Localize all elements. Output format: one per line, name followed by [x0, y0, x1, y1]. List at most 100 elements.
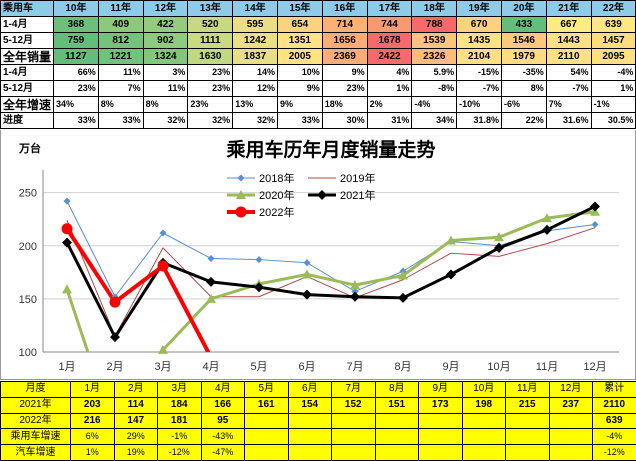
y-tick-label: 150 — [19, 294, 37, 306]
table-cell: 1% — [591, 81, 636, 97]
table-cell: -4% — [412, 97, 457, 113]
data-point — [62, 284, 72, 293]
month-header: 4月 — [201, 382, 245, 398]
table-cell: 31.8% — [457, 113, 502, 129]
table-cell: 1435 — [457, 33, 502, 49]
table-cell: -8% — [412, 81, 457, 97]
month-header: 7月 — [332, 382, 376, 398]
table-cell: 744 — [367, 17, 412, 33]
table-cell: 5.9% — [412, 65, 457, 81]
table-cell: 2369 — [322, 49, 367, 65]
table-cell: 409 — [98, 17, 143, 33]
table-cell: 1351 — [277, 33, 322, 49]
year-header: 10年 — [54, 1, 99, 17]
table-cell: -15% — [457, 65, 502, 81]
table-cell: 9% — [322, 65, 367, 81]
table-cell: -4% — [591, 65, 636, 81]
table-cell: 8% — [98, 97, 143, 113]
table-cell: 30% — [322, 113, 367, 129]
x-tick-label: 4月 — [202, 361, 219, 373]
table-cell: 639 — [593, 413, 636, 429]
table-cell: 2110 — [546, 49, 591, 65]
table-cell: -1% — [158, 429, 202, 445]
table-cell: 2104 — [457, 49, 502, 65]
month-header: 12月 — [549, 382, 593, 398]
x-tick-label: 12月 — [583, 361, 606, 373]
table-cell: 812 — [98, 33, 143, 49]
legend-label: 2018年 — [259, 171, 294, 185]
row-label: 汽车增速 — [1, 445, 71, 461]
table-cell: 1443 — [546, 33, 591, 49]
series-line — [67, 229, 211, 358]
table-cell: 29% — [114, 429, 158, 445]
month-header: 11月 — [506, 382, 550, 398]
table-cell: 32% — [188, 113, 233, 129]
header-corner: 乘用车 — [1, 1, 54, 17]
table-cell: -7% — [546, 81, 591, 97]
table-cell: 9% — [277, 81, 322, 97]
legend-label: 2019年 — [340, 171, 375, 185]
table-cell: 670 — [457, 17, 502, 33]
row-label: 5-12月 — [1, 33, 54, 49]
table-cell: -47% — [201, 445, 245, 461]
x-tick-label: 2月 — [106, 361, 123, 373]
table-cell: 2422 — [367, 49, 412, 65]
table-cell: 3% — [143, 65, 188, 81]
table-cell: 1678 — [367, 33, 412, 49]
table-cell: -4% — [593, 429, 636, 445]
table-cell — [288, 445, 332, 461]
table-cell: 33% — [277, 113, 322, 129]
table-cell: -1% — [591, 97, 636, 113]
table-cell: 95 — [201, 413, 245, 429]
table-cell: 203 — [71, 397, 115, 413]
table-cell: 368 — [54, 17, 99, 33]
month-header: 6月 — [288, 382, 332, 398]
table-cell — [549, 413, 593, 429]
table-cell: 23% — [322, 81, 367, 97]
table-cell — [462, 445, 506, 461]
table-cell: 1837 — [233, 49, 278, 65]
table-cell: 433 — [501, 17, 546, 33]
year-header: 12年 — [143, 1, 188, 17]
table-cell: 902 — [143, 33, 188, 49]
row-label: 2021年 — [1, 397, 71, 413]
year-header: 16年 — [322, 1, 367, 17]
year-header: 19年 — [457, 1, 502, 17]
table-cell — [245, 429, 289, 445]
table-cell: 31.6% — [546, 113, 591, 129]
year-header: 14年 — [233, 1, 278, 17]
table-cell: 12% — [233, 81, 278, 97]
table-cell: 154 — [288, 397, 332, 413]
table-cell: 31% — [367, 113, 412, 129]
table-cell: 595 — [233, 17, 278, 33]
x-tick-label: 1月 — [58, 361, 75, 373]
table-cell: 173 — [419, 397, 463, 413]
table-cell: 33% — [98, 113, 143, 129]
row-label: 5-12月 — [1, 81, 54, 97]
table-cell: 181 — [158, 413, 202, 429]
table-cell — [419, 413, 463, 429]
table-cell: 34% — [54, 97, 99, 113]
table-cell: 2095 — [591, 49, 636, 65]
month-header: 1月 — [71, 382, 115, 398]
table-cell: 166 — [201, 397, 245, 413]
month-header: 3月 — [158, 382, 202, 398]
legend-label: 2021年 — [340, 188, 375, 202]
table-cell: 11% — [143, 81, 188, 97]
table-cell: 32% — [143, 113, 188, 129]
header-corner: 月度 — [1, 382, 71, 398]
table-cell: 4% — [367, 65, 412, 81]
table-cell: 22% — [501, 113, 546, 129]
table-cell — [462, 429, 506, 445]
data-point — [64, 198, 71, 205]
legend-marker — [317, 190, 327, 200]
x-tick-label: 6月 — [298, 361, 315, 373]
table-cell — [419, 445, 463, 461]
table-cell: 152 — [332, 397, 376, 413]
series-line — [67, 206, 595, 337]
table-cell: 654 — [277, 17, 322, 33]
table-cell: 9% — [277, 97, 322, 113]
